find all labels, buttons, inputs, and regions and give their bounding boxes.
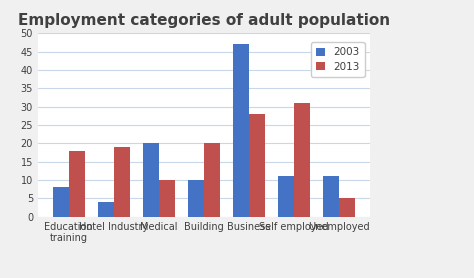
Bar — [114, 147, 129, 217]
Bar — [98, 202, 114, 217]
Bar — [278, 177, 294, 217]
Bar — [69, 151, 84, 217]
Bar — [323, 177, 339, 217]
Bar — [204, 143, 219, 217]
Bar — [249, 114, 264, 217]
Bar — [233, 44, 249, 217]
Bar — [143, 143, 159, 217]
Bar — [53, 187, 69, 217]
Bar — [339, 198, 355, 217]
Legend: 2003, 2013: 2003, 2013 — [311, 42, 365, 77]
Bar — [294, 103, 310, 217]
Bar — [159, 180, 174, 217]
Bar — [188, 180, 204, 217]
Title: Employment categories of adult population: Employment categories of adult populatio… — [18, 13, 390, 28]
